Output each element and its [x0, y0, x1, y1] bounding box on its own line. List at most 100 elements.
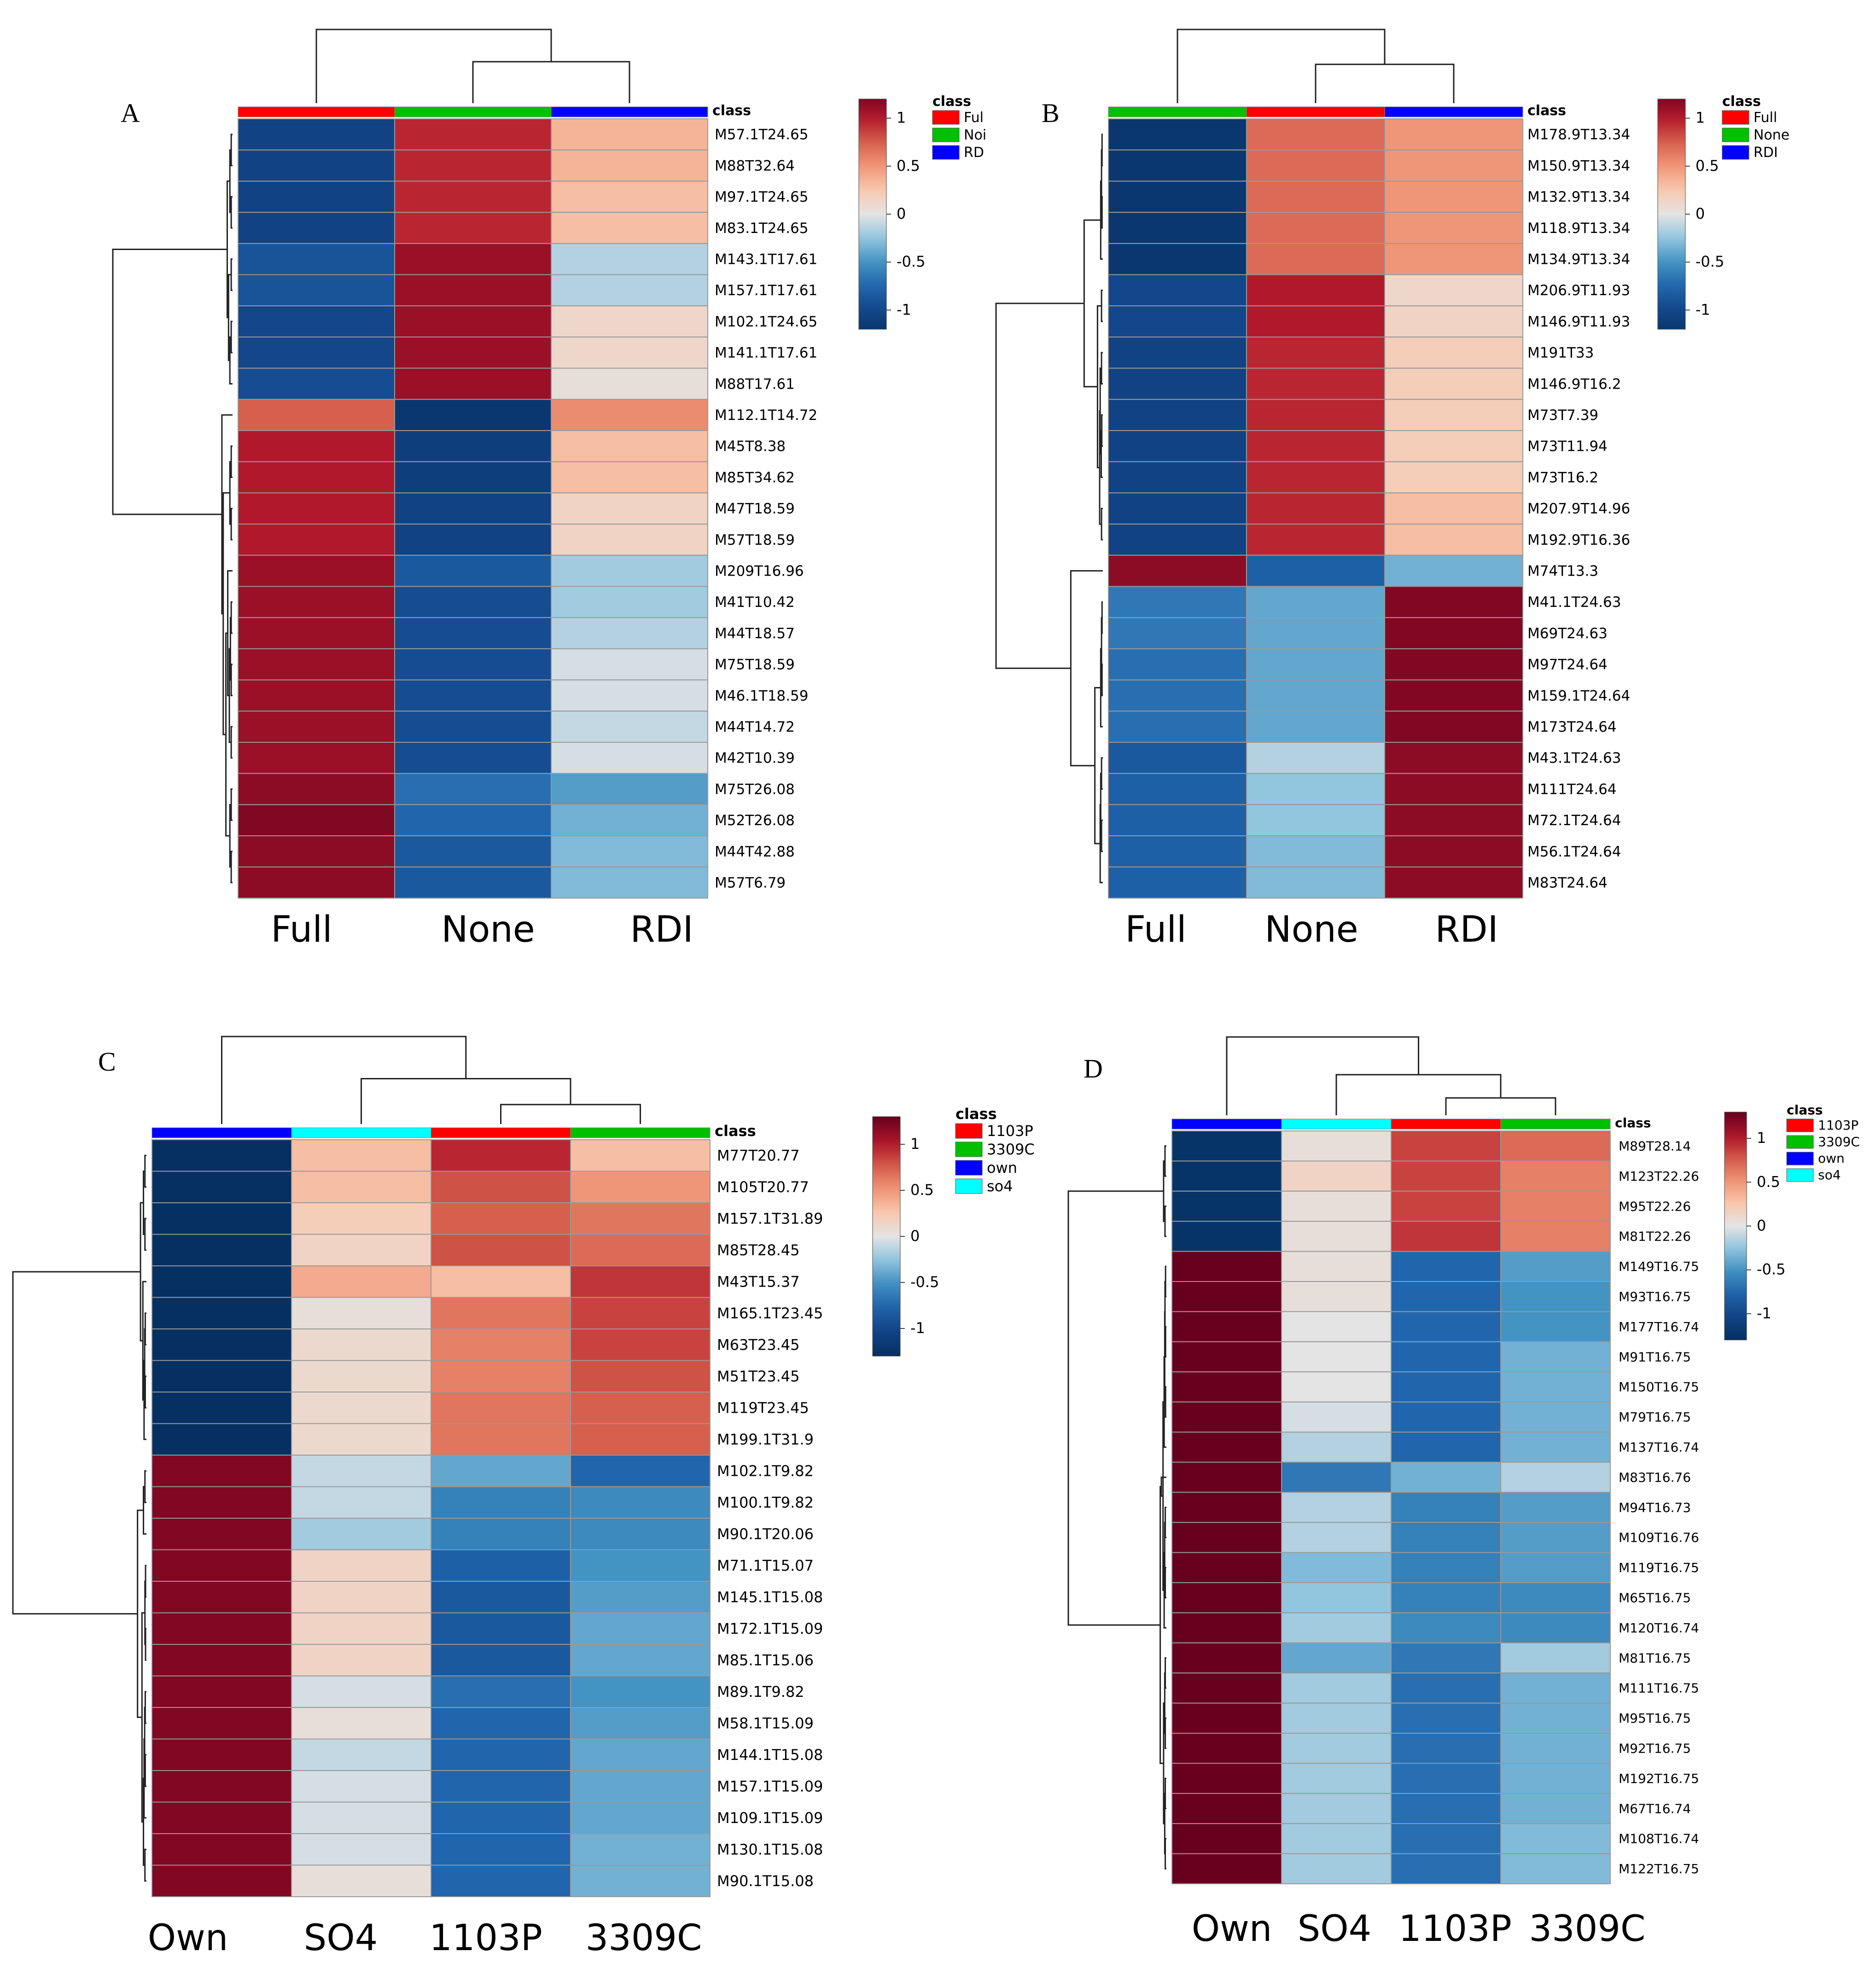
- heatmap-cell: [1500, 1371, 1611, 1403]
- heatmap-cell: [238, 648, 395, 681]
- column-label: 1103P: [429, 1917, 542, 1959]
- legend-title: class: [955, 1105, 997, 1123]
- heatmap-cell: [1171, 1642, 1282, 1674]
- heatmap-cell: [1108, 711, 1247, 743]
- row-label: M130.1T15.08: [717, 1841, 823, 1858]
- row-dendrogram-link: [1164, 1145, 1166, 1177]
- column-dendrogram-link: [315, 29, 552, 103]
- heatmap-cell: [1500, 1311, 1611, 1342]
- heatmap-cell: [1108, 461, 1247, 494]
- heatmap-cell: [1171, 1160, 1282, 1192]
- heatmap-cell: [551, 648, 708, 681]
- heatmap-cell: [551, 461, 708, 494]
- row-dendrogram-link: [230, 320, 233, 354]
- column-dendrogram-link: [1315, 64, 1455, 103]
- heatmap-cell: [1391, 1130, 1501, 1162]
- heatmap-cell: [291, 1139, 431, 1172]
- heatmap-cell: [151, 1581, 292, 1614]
- row-dendrogram-link: [230, 788, 233, 821]
- row-dendrogram-link: [143, 1486, 146, 1535]
- heatmap-cell: [291, 1801, 431, 1834]
- heatmap-cell: [1384, 679, 1523, 712]
- column-dendrogram-link: [500, 1104, 641, 1124]
- column-dendrogram-link: [1226, 1036, 1419, 1115]
- heatmap-cell: [151, 1644, 292, 1677]
- class-bar-cell: [1108, 106, 1247, 117]
- heatmap-cell: [238, 149, 395, 182]
- heatmap-cell: [570, 1455, 711, 1487]
- heatmap-cell: [1108, 274, 1247, 307]
- colorbar-tick-label: 0: [1757, 1217, 1766, 1235]
- heatmap-cell: [570, 1738, 711, 1771]
- row-label: M157.1T31.89: [717, 1210, 823, 1227]
- heatmap-cell: [431, 1297, 571, 1329]
- heatmap-cell: [551, 524, 708, 556]
- heatmap-cell: [1108, 149, 1247, 182]
- row-label: M157.1T15.09: [717, 1777, 823, 1795]
- row-dendrogram-link: [112, 248, 227, 515]
- heatmap-cell: [1391, 1462, 1501, 1493]
- heatmap-cell: [1500, 1491, 1611, 1523]
- heatmap-cell: [1281, 1552, 1392, 1584]
- heatmap-cell: [394, 461, 552, 494]
- row-dendrogram-link: [12, 1271, 141, 1615]
- heatmap-cell: [151, 1265, 292, 1298]
- heatmap-cell: [1171, 1733, 1282, 1764]
- heatmap-cell: [291, 1171, 431, 1203]
- heatmap-cell: [1391, 1311, 1501, 1342]
- colorbar-tick-label: -1: [1757, 1305, 1771, 1322]
- row-label: M141.1T17.61: [715, 345, 817, 361]
- legend-swatch: [932, 110, 960, 125]
- heatmap-cell: [1246, 742, 1385, 774]
- heatmap-cell: [570, 1202, 711, 1235]
- heatmap-cell: [431, 1171, 571, 1203]
- legend-label: 1103P: [1818, 1118, 1859, 1133]
- row-label: M85.1T15.06: [717, 1651, 814, 1669]
- heatmap-cell: [1108, 399, 1247, 431]
- row-label: M132.9T13.34: [1527, 189, 1630, 205]
- heatmap-cell: [570, 1833, 711, 1866]
- legend-swatch: [955, 1142, 983, 1157]
- heatmap-cell: [1108, 586, 1247, 618]
- heatmap-cell: [238, 243, 395, 275]
- heatmap-cell: [1171, 1190, 1282, 1222]
- heatmap-cell: [394, 866, 552, 899]
- heatmap-cell: [431, 1139, 571, 1172]
- heatmap-cell: [431, 1833, 571, 1866]
- heatmap-cell: [570, 1297, 711, 1329]
- heatmap-cell: [1500, 1251, 1611, 1282]
- heatmap-cell: [1384, 554, 1523, 587]
- heatmap-cell: [291, 1612, 431, 1645]
- heatmap-cell: [431, 1265, 571, 1298]
- row-label: M57.1T24.65: [715, 127, 808, 143]
- heatmap-cell: [1384, 181, 1523, 213]
- heatmap-cell: [1108, 181, 1247, 213]
- heatmap-cell: [1246, 181, 1385, 213]
- heatmap-cell: [1281, 1793, 1392, 1824]
- row-label: M67T16.74: [1619, 1801, 1691, 1816]
- heatmap-cell: [551, 711, 708, 743]
- heatmap-cell: [1281, 1341, 1392, 1373]
- heatmap-cell: [1246, 149, 1385, 182]
- colorbar-tick-label: 0: [910, 1227, 920, 1245]
- heatmap-cell: [238, 524, 395, 556]
- heatmap-cell: [1500, 1281, 1611, 1312]
- heatmap-cell: [238, 711, 395, 743]
- colorbar-tick-label: 0.5: [910, 1181, 934, 1199]
- heatmap-cell: [551, 679, 708, 712]
- heatmap-cell: [238, 773, 395, 805]
- heatmap-cell: [1500, 1401, 1611, 1433]
- heatmap-cell: [1500, 1642, 1611, 1674]
- heatmap-cell: [238, 336, 395, 369]
- heatmap-cell: [238, 742, 395, 774]
- heatmap-cell: [1246, 835, 1385, 868]
- column-label: None: [441, 909, 535, 950]
- heatmap-cell: [1500, 1763, 1611, 1794]
- row-label: M72.1T24.64: [1527, 812, 1621, 829]
- heatmap-cell: [570, 1801, 711, 1834]
- colorbar-tick-label: 0.5: [1757, 1173, 1780, 1190]
- row-label: M143.1T17.61: [715, 251, 817, 268]
- heatmap-cell: [394, 617, 552, 649]
- row-dendrogram-link: [1165, 1507, 1166, 1538]
